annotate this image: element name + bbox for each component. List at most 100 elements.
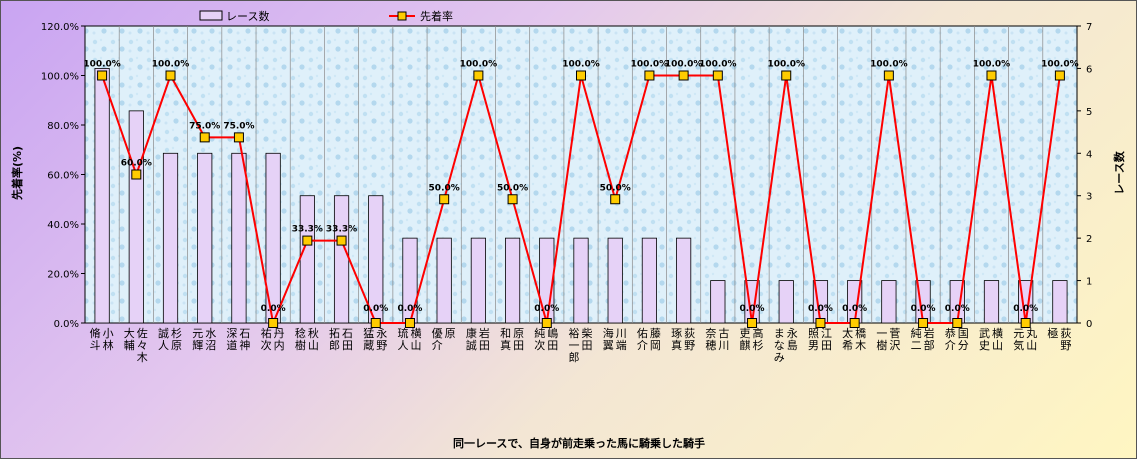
line-marker xyxy=(952,318,963,328)
data-label: 33.3% xyxy=(326,225,357,235)
x-category-char: 石 xyxy=(342,327,353,340)
line-marker xyxy=(233,132,244,143)
x-category-char: 介 xyxy=(637,339,648,352)
y-left-tick-label: 20.0% xyxy=(47,270,79,281)
x-category-char: 田 xyxy=(342,339,353,352)
x-category-char: 大 xyxy=(124,326,135,340)
x-category-char: 山 xyxy=(410,339,421,352)
x-category-char: 稔 xyxy=(295,326,306,340)
y-left-tick-label: 100.0% xyxy=(41,72,79,83)
legend-bar-swatch xyxy=(199,10,223,21)
bar-race-count xyxy=(983,280,1000,324)
x-category-char: 誠 xyxy=(466,339,477,352)
legend-line-label: 先着率 xyxy=(420,9,453,23)
line-marker xyxy=(815,318,826,328)
x-category-char: 人 xyxy=(397,339,408,352)
legend-marker-swatch xyxy=(397,11,407,21)
x-category-char: 野 xyxy=(684,339,695,352)
x-category-char: 照 xyxy=(808,327,819,340)
x-category-char: 原 xyxy=(171,339,182,352)
data-label: 75.0% xyxy=(189,121,220,131)
line-marker xyxy=(541,318,552,328)
bar-race-count xyxy=(128,110,144,324)
line-marker xyxy=(883,70,894,81)
x-category-char: 岩 xyxy=(479,326,490,340)
line-marker xyxy=(302,235,313,246)
x-category-char: 郎 xyxy=(569,350,580,364)
x-category-char: 石 xyxy=(239,327,250,340)
line-marker xyxy=(781,70,792,81)
x-category-char: 奈 xyxy=(705,326,716,340)
data-label: 33.3% xyxy=(292,225,323,235)
x-category-char: 木 xyxy=(137,351,148,364)
x-category-char: 佐 xyxy=(137,326,148,340)
y-right-tick-label: 5 xyxy=(1086,107,1092,118)
x-category-char: 輔 xyxy=(124,339,135,352)
y-left-title: 先着率(%) xyxy=(10,146,24,200)
x-category-char: 気 xyxy=(1013,338,1024,352)
x-category-char: ま xyxy=(774,327,785,340)
x-category-char: 脩 xyxy=(90,326,101,340)
x-category-char: 杉 xyxy=(171,326,182,340)
x-category-char: 海 xyxy=(603,326,614,340)
bar-race-count xyxy=(162,152,179,324)
x-category-char: 恭 xyxy=(945,327,956,340)
y-left-tick-label: 60.0% xyxy=(47,171,79,182)
legend: レース数 先着率 xyxy=(199,9,453,23)
legend-bar-label: レース数 xyxy=(226,10,269,23)
x-category-char: 佑 xyxy=(637,326,648,340)
x-category-char: 山 xyxy=(308,339,319,352)
x-category-char: 横 xyxy=(410,326,421,340)
x-category-char: 野 xyxy=(376,339,387,352)
x-category-char: 介 xyxy=(432,339,443,352)
x-category-char: 琉 xyxy=(397,326,408,340)
data-label: 0.0% xyxy=(842,304,867,314)
x-category-char: 和 xyxy=(500,327,511,340)
x-category-char: 古 xyxy=(718,327,729,340)
data-label: 100.0% xyxy=(83,60,121,70)
y-right-tick-label: 6 xyxy=(1086,64,1092,75)
y-left-tick-label: 0.0% xyxy=(54,319,79,330)
data-label: 0.0% xyxy=(534,304,559,314)
data-label: 60.0% xyxy=(121,159,152,169)
y-left-tick-label: 80.0% xyxy=(47,121,79,132)
data-label: 100.0% xyxy=(460,60,498,70)
x-category-char: 祐 xyxy=(261,327,272,340)
data-label: 0.0% xyxy=(808,304,833,314)
x-category-char: み xyxy=(774,351,785,364)
x-category-char: 丹 xyxy=(274,327,285,340)
x-category-char: 二 xyxy=(911,339,922,352)
x-category-char: 杉 xyxy=(753,338,764,352)
x-category-char: 江 xyxy=(821,327,832,340)
line-marker xyxy=(439,194,450,205)
line-marker xyxy=(97,70,108,81)
line-marker xyxy=(404,318,415,328)
x-category-char: 太 xyxy=(842,327,853,340)
x-category-char: 樹 xyxy=(295,339,306,352)
x-category-char: 木 xyxy=(855,339,866,352)
x-category-char: 荻 xyxy=(1060,327,1071,340)
x-category-char: 端 xyxy=(616,339,627,352)
x-category-char: 元 xyxy=(1013,327,1024,340)
bar-race-count xyxy=(641,237,657,324)
x-category-char: 麒 xyxy=(740,338,751,352)
data-label: 50.0% xyxy=(429,183,460,193)
data-label: 0.0% xyxy=(1013,304,1038,314)
x-category-char: 菅 xyxy=(889,327,900,340)
data-label: 0.0% xyxy=(740,304,765,314)
bar-race-count xyxy=(881,280,897,324)
line-marker xyxy=(199,132,210,143)
x-category-char: 島 xyxy=(787,338,798,352)
data-label: 50.0% xyxy=(497,183,528,193)
bar-race-count xyxy=(333,195,350,324)
line-marker xyxy=(576,70,586,81)
x-category-char: 国 xyxy=(958,327,969,340)
data-label: 100.0% xyxy=(699,60,737,70)
